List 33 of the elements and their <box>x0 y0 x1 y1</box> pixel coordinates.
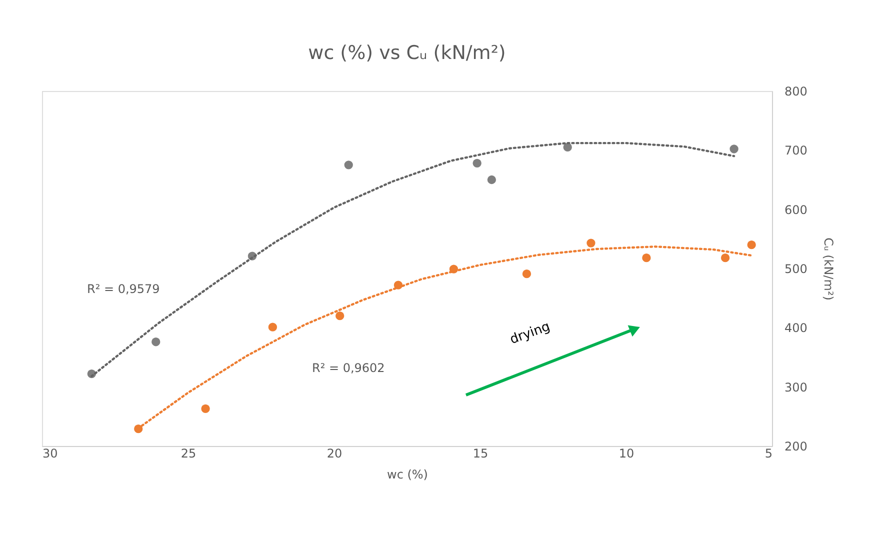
point <box>563 142 572 152</box>
chart-title: wc (%) vs Cᵤ (kN/m²) <box>308 42 506 64</box>
y2-tick-label: 600 <box>784 202 808 217</box>
annotation: R² = 0,9602 <box>312 361 385 375</box>
point <box>152 338 160 346</box>
point <box>720 254 730 262</box>
point <box>747 240 756 250</box>
y2-tick-label: 700 <box>784 144 808 158</box>
point <box>522 270 532 278</box>
point <box>201 404 210 414</box>
x-tick-label: 25 <box>180 446 196 460</box>
point <box>268 322 278 332</box>
point <box>472 158 482 168</box>
y2-tick-label: 200 <box>784 440 808 454</box>
point <box>642 254 651 262</box>
y2-tick-label: 800 <box>784 84 808 98</box>
point <box>586 238 596 248</box>
point <box>487 175 496 184</box>
y2-tick-label: 500 <box>784 262 808 276</box>
annotation: R² = 0,9579 <box>87 282 160 296</box>
point <box>730 144 738 154</box>
point <box>336 312 344 320</box>
x-axis-title: wc (%) <box>387 468 428 482</box>
x-tick-label: 20 <box>326 446 342 460</box>
point <box>344 160 353 170</box>
annotation: drying <box>508 319 552 348</box>
x-tick-label: 5 <box>764 446 772 460</box>
y2-axis-title: Cᵤ (kN/m²) <box>821 238 836 300</box>
x-tick-label: 30 <box>42 446 58 460</box>
x-tick-label: 15 <box>472 446 488 460</box>
y2-tick-label: 300 <box>784 380 808 394</box>
x-tick-label: 10 <box>618 446 634 460</box>
y2-tick-label: 400 <box>784 321 808 336</box>
